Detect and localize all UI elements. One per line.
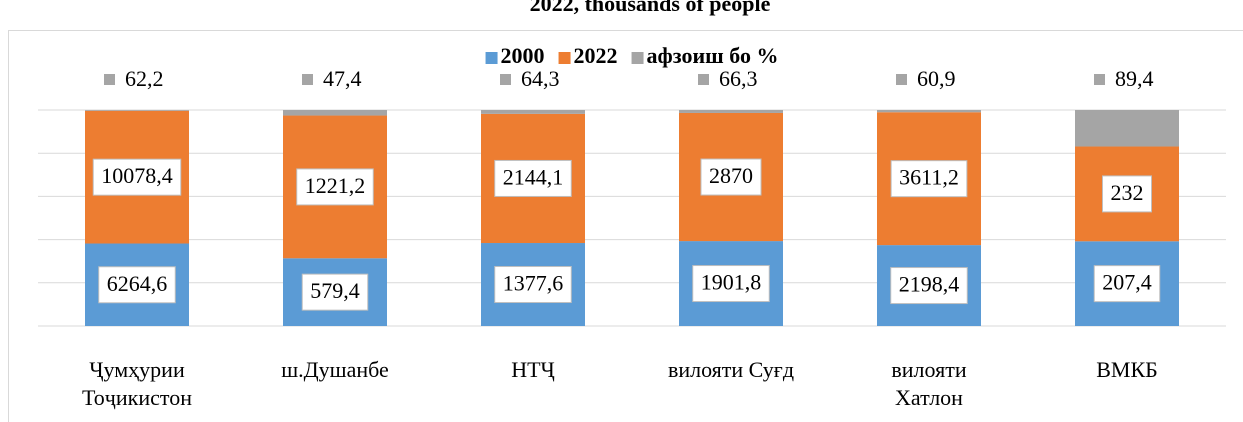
data-label-text: 47,4	[323, 66, 362, 91]
legend-key	[631, 52, 644, 64]
data-label-box	[692, 265, 770, 303]
data-label: 2198,4	[890, 267, 968, 305]
x-tick-label: Ҷумҳурии Тоҷикистон	[82, 357, 192, 410]
data-label-text: 579,4	[310, 278, 360, 303]
legend-text: 2022	[574, 43, 618, 68]
data-label-text: 1377,6	[503, 271, 564, 296]
data-label-key	[1094, 74, 1105, 85]
data-label: 579,4	[301, 273, 369, 311]
data-label-box	[494, 266, 572, 304]
data-label: 3611,2	[890, 160, 968, 198]
data-label: 207,4	[1093, 265, 1161, 303]
bar-segment	[877, 110, 981, 113]
data-label-text: 89,4	[1115, 66, 1154, 91]
legend-text: 2000	[501, 43, 545, 68]
data-label-box	[1102, 175, 1152, 213]
chart-title: 2022, thousands of people	[530, 0, 771, 16]
data-label-key	[896, 74, 907, 85]
data-label-text: 232	[1111, 180, 1144, 205]
data-label: 1377,6	[494, 266, 572, 304]
data-label-box	[700, 158, 762, 196]
bar-segment	[283, 110, 387, 116]
data-label-text: 207,4	[1102, 270, 1152, 295]
data-label-box	[92, 158, 182, 196]
data-label-box	[1093, 265, 1161, 303]
data-label-text: 1901,8	[701, 270, 762, 295]
bar-segment	[85, 110, 189, 111]
x-tick-line: Тоҷикистон	[82, 385, 192, 410]
data-label: 1221,2	[296, 168, 374, 206]
legend: 2000 2022 афзоиш бо %	[485, 43, 779, 68]
data-label-text: 64,3	[521, 66, 560, 91]
data-label-box	[890, 160, 968, 198]
x-tick-label: ВМКБ	[1096, 357, 1158, 382]
legend-key	[558, 52, 571, 64]
legend-key	[485, 52, 498, 64]
data-label-text: 66,3	[719, 66, 758, 91]
x-tick-line: Хатлон	[895, 385, 963, 410]
x-tick-label: ш.Душанбе	[281, 357, 389, 382]
data-label-text: 2144,1	[503, 164, 564, 189]
data-label: 6264,6	[98, 266, 176, 304]
data-label-text: 6264,6	[107, 271, 168, 296]
data-label-key	[302, 74, 313, 85]
data-label-box	[301, 273, 369, 311]
data-label: 2144,1	[494, 159, 572, 197]
x-tick-line: вилояти	[891, 357, 966, 382]
data-label: 232	[1102, 175, 1152, 213]
data-label-text: 60,9	[917, 66, 956, 91]
data-label-key	[104, 74, 115, 85]
data-label-text: 2870	[709, 163, 753, 188]
bar-segment	[1075, 110, 1179, 147]
x-tick-line: Ҷумҳурии	[89, 357, 185, 382]
data-label-text: 10078,4	[101, 163, 173, 188]
data-label-key	[698, 74, 709, 85]
data-label-box	[890, 267, 968, 305]
bar-segment	[481, 110, 585, 114]
data-label-key	[500, 74, 511, 85]
data-label-text: 2198,4	[899, 272, 960, 297]
x-tick-label: НТҶ	[511, 357, 555, 382]
data-label-box	[98, 266, 176, 304]
data-label-box	[296, 168, 374, 206]
data-label: 1901,8	[692, 265, 770, 303]
x-tick-label: вилояти Хатлон	[891, 357, 966, 410]
data-label: 2870	[700, 158, 762, 196]
data-label-text: 3611,2	[899, 165, 959, 190]
chart-border	[8, 30, 1243, 422]
data-label: 10078,4	[92, 158, 182, 196]
data-label-box	[494, 159, 572, 197]
x-tick-label: вилояти Суғд	[668, 357, 794, 382]
legend-text: афзоиш бо %	[647, 43, 779, 68]
data-label-text: 62,2	[125, 66, 164, 91]
bar-segment	[679, 110, 783, 113]
data-label-text: 1221,2	[305, 173, 366, 198]
